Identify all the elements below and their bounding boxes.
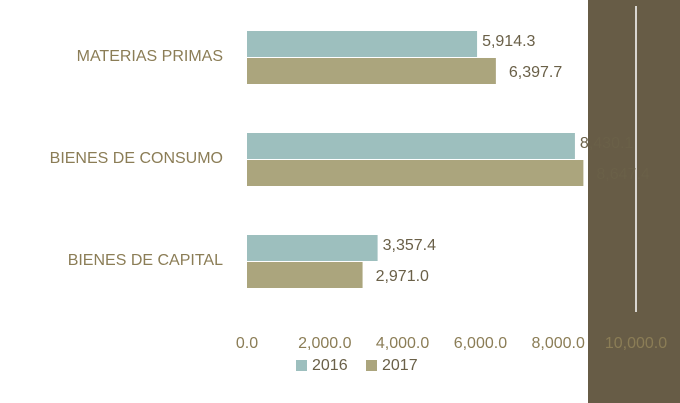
value-label: 3,357.4 [383, 237, 436, 254]
legend-label: 2017 [382, 357, 418, 374]
bar [247, 31, 478, 57]
legend-swatch [366, 360, 377, 371]
x-tick-label: 10,000.0 [605, 335, 667, 352]
bar [247, 235, 378, 261]
value-label: 5,914.3 [482, 33, 535, 50]
value-label: 2,971.0 [376, 268, 429, 285]
x-tick-label: 8,000.0 [532, 335, 585, 352]
x-tick-label: 0.0 [236, 335, 258, 352]
x-tick-label: 4,000.0 [376, 335, 429, 352]
bar [247, 160, 584, 186]
legend-swatch [296, 360, 307, 371]
category-label: MATERIAS PRIMAS [77, 48, 223, 65]
legend-label: 2016 [312, 357, 348, 374]
value-label: 6,397.7 [509, 64, 562, 81]
value-label: 8,647.4 [596, 166, 649, 183]
value-label: 8,430.1 [580, 135, 633, 152]
bar [247, 58, 496, 84]
x-tick-label: 6,000.0 [454, 335, 507, 352]
bar [247, 262, 363, 288]
x-tick-label: 2,000.0 [298, 335, 351, 352]
bar [247, 133, 575, 159]
category-label: BIENES DE CAPITAL [68, 252, 223, 269]
category-label: BIENES DE CONSUMO [50, 150, 223, 167]
background-panel [588, 0, 680, 403]
